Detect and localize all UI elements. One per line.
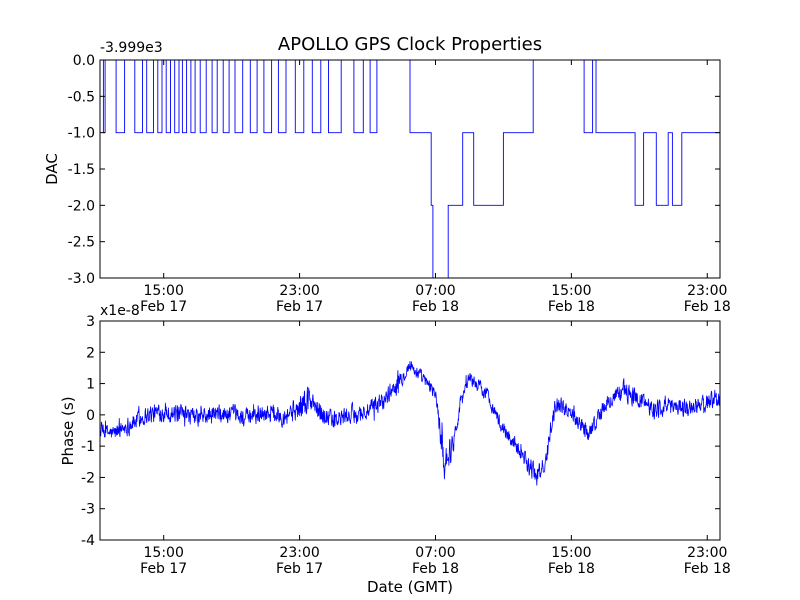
dac-offset-label: -3.999e3 bbox=[100, 40, 163, 56]
y-tick-label: -2 bbox=[81, 470, 95, 486]
figure-title: APOLLO GPS Clock Properties bbox=[278, 34, 542, 55]
phase-plot-frame bbox=[99, 320, 721, 541]
x-tick-time-label: 07:00 bbox=[415, 545, 455, 561]
x-tick-date-label: Feb 17 bbox=[276, 561, 323, 577]
y-tick-label: 3 bbox=[86, 314, 95, 330]
y-tick-label: -3.0 bbox=[68, 271, 95, 287]
x-tick-time-label: 15:00 bbox=[551, 283, 591, 299]
x-tick-date-label: Feb 18 bbox=[684, 299, 731, 315]
y-tick-label: 1 bbox=[86, 377, 95, 393]
phase-y-axis-label: Phase (s) bbox=[59, 396, 77, 465]
x-tick-date-label: Feb 18 bbox=[412, 561, 459, 577]
x-tick-date-label: Feb 18 bbox=[548, 299, 595, 315]
x-tick-time-label: 15:00 bbox=[551, 545, 591, 561]
y-tick-label: -2.5 bbox=[68, 235, 95, 251]
dac-y-axis-label: DAC bbox=[43, 153, 61, 185]
x-tick-date-label: Feb 18 bbox=[548, 561, 595, 577]
x-tick-date-label: Feb 17 bbox=[140, 561, 187, 577]
dac-y-axis: 0.0 -0.5 -1.0 -1.5 -2.0 -2.5 -3.0 bbox=[68, 53, 720, 287]
y-tick-label: -2.0 bbox=[68, 198, 95, 214]
y-tick-label: -1.5 bbox=[68, 162, 95, 178]
x-tick-time-label: 15:00 bbox=[144, 283, 184, 299]
y-tick-label: 0 bbox=[86, 408, 95, 424]
x-tick-time-label: 15:00 bbox=[144, 545, 184, 561]
phase-line bbox=[99, 361, 721, 486]
x-tick-time-label: 07:00 bbox=[415, 283, 455, 299]
x-tick-date-label: Feb 18 bbox=[684, 561, 731, 577]
x-tick-date-label: Feb 17 bbox=[140, 299, 187, 315]
y-tick-label: -4 bbox=[81, 533, 95, 549]
x-tick-time-label: 23:00 bbox=[687, 283, 727, 299]
y-tick-label: -1.0 bbox=[68, 126, 95, 142]
y-tick-label: -1 bbox=[81, 439, 95, 455]
y-tick-label: -3 bbox=[81, 502, 95, 518]
x-tick-time-label: 23:00 bbox=[279, 545, 319, 561]
x-tick-time-label: 23:00 bbox=[279, 283, 319, 299]
x-tick-date-label: Feb 18 bbox=[412, 299, 459, 315]
phase-y-axis: 3 2 1 0 -1 -2 -3 -4 bbox=[81, 314, 720, 549]
phase-series-line bbox=[99, 361, 721, 486]
phase-offset-label: x1e-8 bbox=[100, 303, 140, 319]
y-tick-label: 0.0 bbox=[73, 53, 95, 69]
x-tick-time-label: 23:00 bbox=[687, 545, 727, 561]
phase-x-axis-label: Date (GMT) bbox=[367, 578, 453, 596]
y-tick-label: -0.5 bbox=[68, 89, 95, 105]
y-tick-label: 2 bbox=[86, 345, 95, 361]
x-tick-date-label: Feb 17 bbox=[276, 299, 323, 315]
